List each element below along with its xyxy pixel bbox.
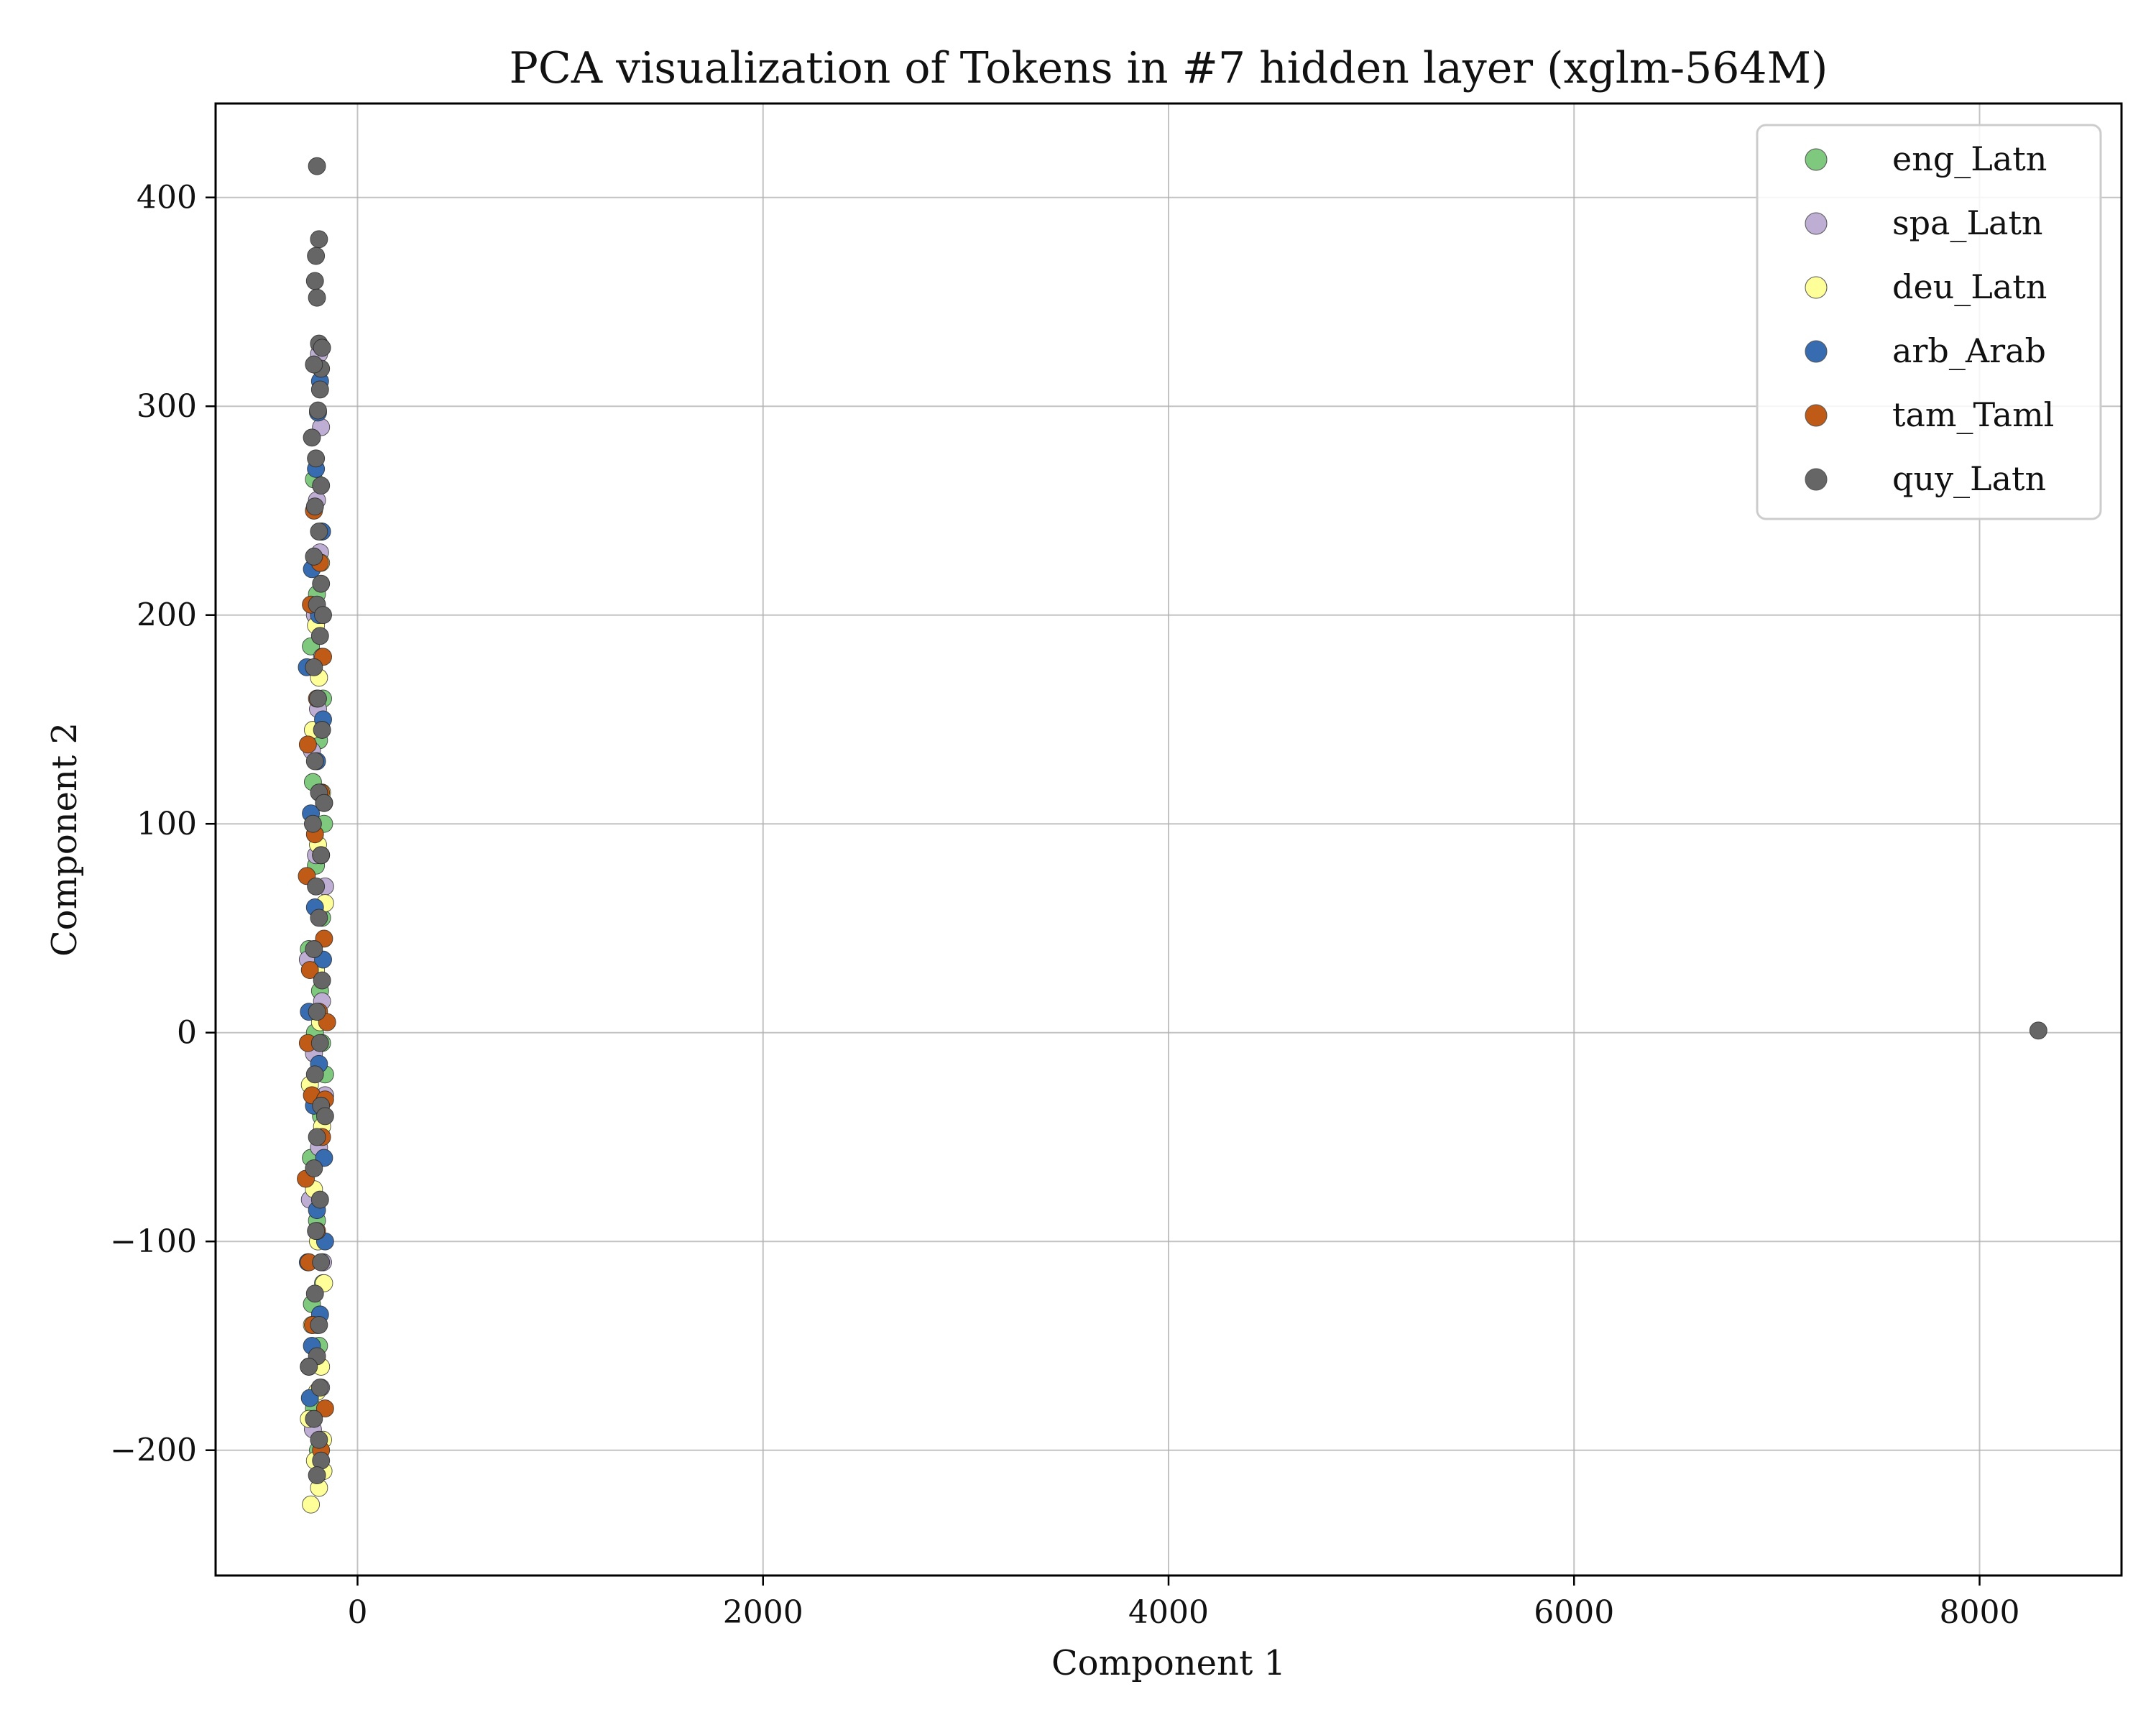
legend-label-spa_Latn: spa_Latn (1892, 203, 2043, 242)
legend-label-deu_Latn: deu_Latn (1892, 267, 2047, 306)
data-points (297, 157, 2047, 1514)
point-quy_Latn-23 (305, 752, 324, 770)
legend-label-arb_Arab: arb_Arab (1892, 331, 2046, 370)
point-quy_Latn-19 (310, 627, 329, 645)
point-quy_Latn-3 (305, 272, 324, 290)
legend-frame (1756, 124, 2102, 520)
x-tick-label-2: 4000 (1128, 1594, 1209, 1631)
legend-label-eng_Latn: eng_Latn (1892, 139, 2047, 178)
x-tick-label-3: 6000 (1534, 1594, 1614, 1631)
point-quy_Latn-41 (310, 1315, 328, 1334)
point-quy_Latn-21 (309, 689, 327, 708)
y-tick-label-6: 400 (137, 180, 197, 216)
point-quy_Latn-2 (307, 247, 326, 265)
point-quy_Latn-0 (308, 157, 326, 175)
point-quy_Latn-26 (312, 846, 331, 865)
point-quy_Latn-25 (303, 814, 322, 833)
point-quy_Latn-11 (303, 428, 321, 447)
legend-label-tam_Taml: tam_Taml (1892, 395, 2054, 434)
point-quy_Latn-28 (310, 908, 328, 927)
legend-label-quy_Latn: quy_Latn (1892, 459, 2046, 498)
point-quy_Latn-39 (312, 1253, 331, 1271)
point-quy_Latn-38 (307, 1222, 326, 1241)
y-axis-label: Component 2 (45, 722, 85, 957)
point-quy_Latn-48 (315, 1107, 334, 1126)
point-quy_Latn-4 (308, 288, 326, 307)
legend: eng_Latn spa_Latn deu_Latn arb_Arab tam_Taml… (1756, 124, 2102, 520)
point-quy_Latn-1 (310, 230, 328, 249)
point-tam_Taml-20 (315, 1399, 334, 1418)
point-quy_Latn-45 (310, 1430, 328, 1449)
point-quy_Latn-37 (310, 1190, 329, 1209)
point-quy_Latn-33 (305, 1065, 324, 1084)
point-quy_Latn-44 (305, 1409, 323, 1428)
point-quy_Latn-29 (305, 940, 323, 958)
legend-marker-eng_Latn (1805, 148, 1828, 171)
legend-marker-quy_Latn (1805, 468, 1828, 491)
point-tam_Taml-8 (300, 961, 319, 980)
point-quy_Latn-14 (305, 497, 324, 516)
point-quy_Latn-30 (313, 971, 331, 990)
x-tick-label-0: 0 (347, 1594, 367, 1631)
legend-marker-tam_Taml (1805, 404, 1828, 427)
point-quy_Latn-6 (313, 339, 331, 357)
x-axis-label: Component 1 (1051, 1643, 1286, 1683)
legend-marker-arb_Arab (1805, 340, 1828, 363)
point-quy_Latn-52 (2029, 1021, 2047, 1040)
y-tick-label-4: 200 (137, 597, 197, 634)
y-tick-label-3: 100 (137, 806, 197, 842)
point-quy_Latn-43 (310, 1379, 329, 1397)
y-tick-label-5: 300 (137, 388, 197, 425)
y-tick-label-0: −200 (110, 1432, 197, 1469)
x-tick-label-1: 2000 (723, 1594, 803, 1631)
point-quy_Latn-20 (305, 658, 323, 676)
series-quy_Latn (300, 157, 2047, 1485)
point-quy_Latn-15 (310, 523, 328, 540)
point-quy_Latn-31 (308, 1003, 326, 1021)
point-tam_Taml-13 (298, 735, 317, 754)
point-quy_Latn-49 (315, 794, 333, 812)
point-quy_Latn-16 (305, 547, 323, 566)
point-quy_Latn-35 (308, 1128, 326, 1146)
point-quy_Latn-8 (305, 355, 323, 374)
legend-marker-deu_Latn (1805, 276, 1828, 299)
point-deu_Latn-0 (302, 1495, 321, 1514)
point-quy_Latn-22 (313, 721, 331, 739)
point-quy_Latn-9 (310, 380, 329, 399)
point-quy_Latn-50 (314, 606, 332, 625)
y-tick-label-1: −100 (110, 1223, 197, 1260)
point-quy_Latn-40 (305, 1284, 324, 1303)
axis-ticks: 0 2000 4000 6000 8000 −200 −100 0 100 200 300 400 (110, 180, 2019, 1631)
point-quy_Latn-51 (300, 1358, 318, 1376)
chart-title: PCA visualization of Tokens in #7 hidden… (510, 43, 1828, 93)
x-tick-label-4: 8000 (1940, 1594, 2020, 1631)
point-quy_Latn-47 (308, 1466, 326, 1485)
y-tick-label-2: 0 (177, 1015, 197, 1052)
point-quy_Latn-12 (307, 449, 326, 468)
point-quy_Latn-27 (307, 877, 326, 896)
legend-marker-spa_Latn (1805, 212, 1828, 235)
point-quy_Latn-36 (305, 1159, 323, 1177)
point-quy_Latn-17 (312, 574, 331, 593)
point-quy_Latn-32 (310, 1034, 329, 1052)
point-quy_Latn-10 (309, 401, 327, 420)
point-quy_Latn-13 (312, 477, 331, 495)
